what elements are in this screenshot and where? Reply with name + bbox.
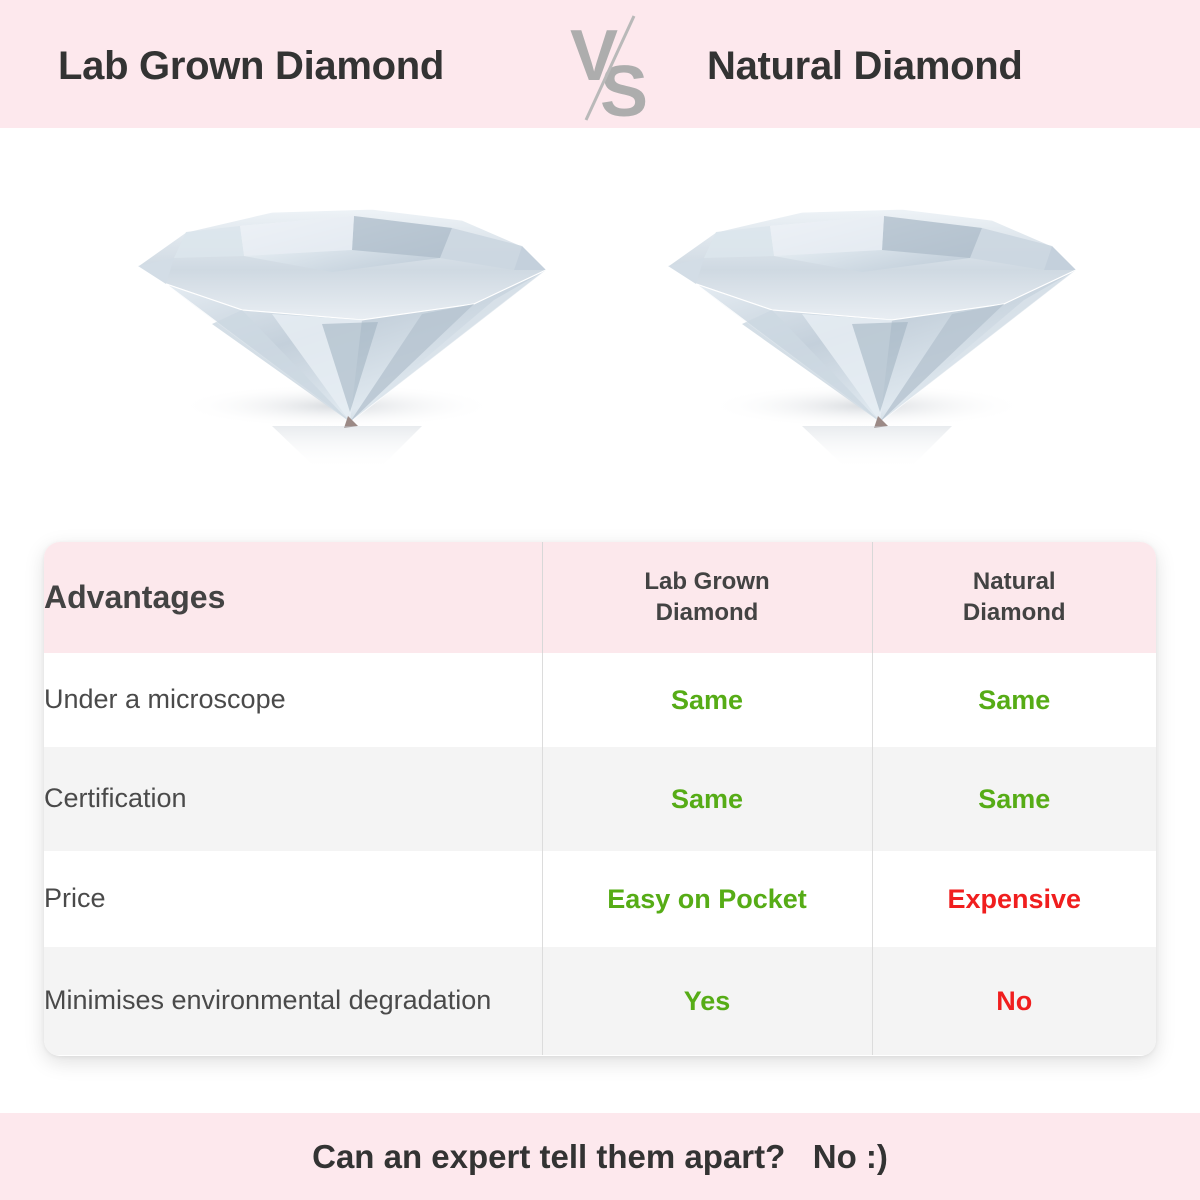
row-natural-value: Expensive <box>871 851 1156 947</box>
header-band: Lab Grown Diamond V S Natural Diamond <box>0 0 1200 132</box>
natural-diamond-image <box>652 154 1092 484</box>
row-natural-value: No <box>871 947 1156 1055</box>
footer-band: Can an expert tell them apart? No :) <box>0 1113 1200 1200</box>
table-header: Advantages Lab Grown Diamond Natural Dia… <box>44 542 1156 653</box>
header-inner: Lab Grown Diamond V S Natural Diamond <box>0 0 1200 132</box>
svg-text:S: S <box>600 52 648 126</box>
row-lab-value: Easy on Pocket <box>541 851 872 947</box>
row-feature-label: Minimises environmental degradation <box>44 947 542 1055</box>
table-body: Under a microscope Same Same Certificati… <box>44 653 1156 1055</box>
footer-question-answer: Can an expert tell them apart? No :) <box>312 1137 888 1175</box>
header-title-natural: Natural Diamond <box>707 44 1023 88</box>
table-header-row: Advantages Lab Grown Diamond Natural Dia… <box>44 542 1156 653</box>
column-header-lab-grown-line1: Lab Grown <box>644 567 770 595</box>
comparison-table-card: Advantages Lab Grown Diamond Natural Dia… <box>44 542 1156 1056</box>
row-feature-label: Price <box>44 851 542 947</box>
table-row: Under a microscope Same Same <box>44 653 1156 747</box>
column-header-lab-grown: Lab Grown Diamond <box>541 542 872 653</box>
column-header-advantages: Advantages <box>44 542 542 653</box>
diamond-showcase <box>0 128 1200 530</box>
column-header-natural-line2: Diamond <box>962 598 1066 626</box>
row-lab-value: Same <box>541 747 872 851</box>
column-header-natural: Natural Diamond <box>871 542 1156 653</box>
header-title-lab-grown: Lab Grown Diamond <box>58 44 445 88</box>
row-feature-label: Under a microscope <box>44 653 542 747</box>
svg-text:V: V <box>570 16 618 96</box>
comparison-table: Advantages Lab Grown Diamond Natural Dia… <box>44 542 1156 1055</box>
table-row: Minimises environmental degradation Yes … <box>44 947 1156 1055</box>
column-header-natural-line1: Natural <box>972 567 1056 595</box>
table-row: Price Easy on Pocket Expensive <box>44 851 1156 947</box>
row-feature-label: Certification <box>44 747 542 851</box>
row-natural-value: Same <box>871 653 1156 747</box>
table-row: Certification Same Same <box>44 747 1156 851</box>
column-header-lab-grown-line2: Diamond <box>655 598 759 626</box>
vs-icon: V S <box>556 8 666 132</box>
row-lab-value: Yes <box>541 947 872 1055</box>
row-natural-value: Same <box>871 747 1156 851</box>
lab-grown-diamond-image <box>122 154 562 484</box>
row-lab-value: Same <box>541 653 872 747</box>
